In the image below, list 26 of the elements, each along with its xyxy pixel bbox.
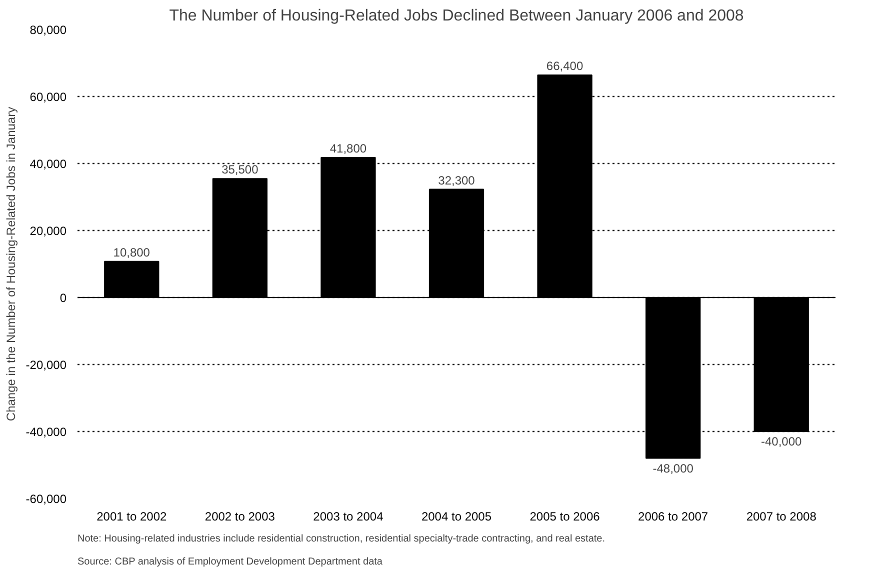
y-tick-label: 60,000 <box>30 90 67 104</box>
x-tick-label: 2003 to 2004 <box>313 510 384 524</box>
x-tick-label: 2004 to 2005 <box>421 510 492 524</box>
data-label: 10,800 <box>113 245 150 260</box>
y-tick-label: -20,000 <box>26 358 67 372</box>
x-tick-label: 2005 to 2006 <box>530 510 600 524</box>
x-tick-label: 2007 to 2008 <box>746 510 817 524</box>
x-tick-label: 2006 to 2007 <box>638 510 708 524</box>
x-tick-label: 2002 to 2003 <box>204 510 276 524</box>
x-tick-label: 2001 to 2002 <box>96 510 167 524</box>
y-tick-label: 0 <box>60 291 67 305</box>
text: Note: Housing-related industries include residential construction, residential specialty-trade contracting, and real estate. <box>78 534 606 544</box>
y-tick-label: 20,000 <box>30 224 67 238</box>
y-tick-label: -40,000 <box>26 425 67 439</box>
chart-title: The Number of Housing-Related Jobs Declined Between January 2006 and 2008 <box>169 8 744 24</box>
y-axis-title: Change in the Number of Housing-Related Jobs in January <box>4 106 18 422</box>
data-label: -48,000 <box>652 461 694 476</box>
data-label: 35,500 <box>222 162 259 177</box>
data-label: -40,000 <box>761 434 802 448</box>
y-tick-label: -60,000 <box>26 492 67 506</box>
data-label: 41,800 <box>330 141 367 156</box>
source-note: Source: CBP analysis of Employment Development Department data <box>78 556 383 568</box>
data-label: 32,300 <box>438 173 476 188</box>
y-tick-label: 40,000 <box>30 157 67 171</box>
y-tick-label: 80,000 <box>30 23 67 37</box>
data-label: 66,400 <box>546 59 584 74</box>
